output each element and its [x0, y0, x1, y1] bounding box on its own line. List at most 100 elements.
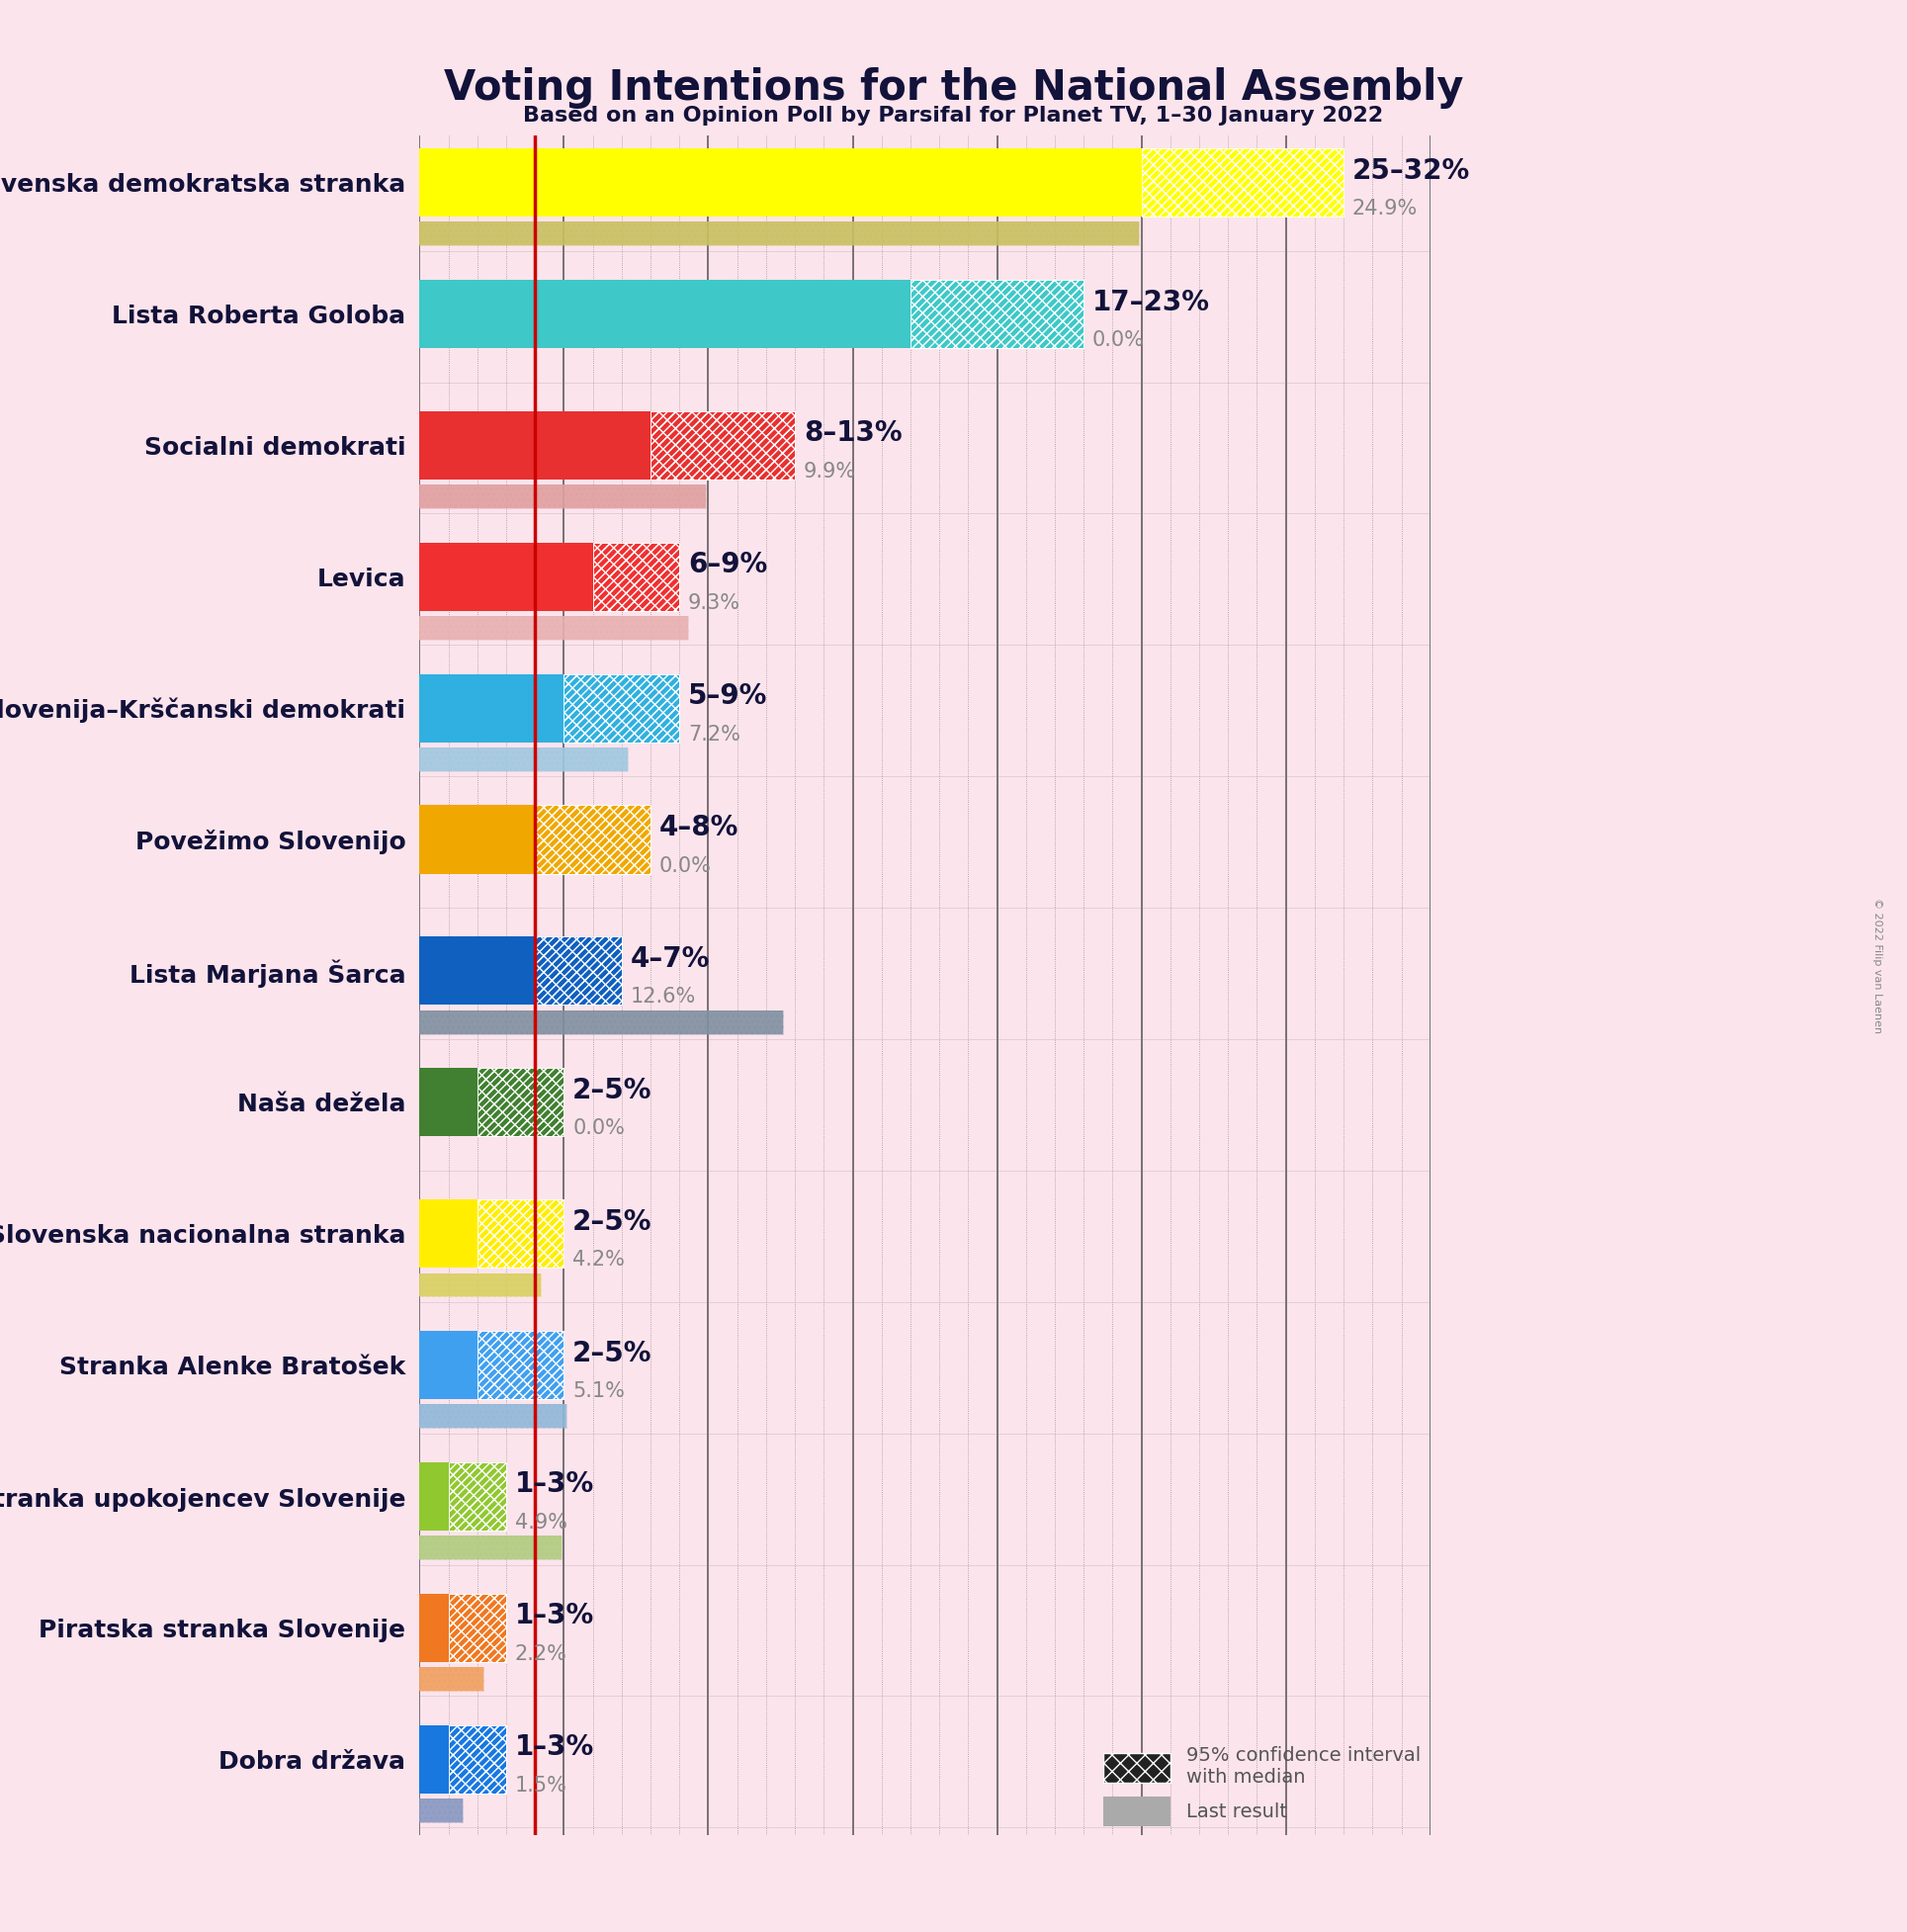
Bar — [420, 748, 627, 771]
Text: 1–3%: 1–3% — [515, 1602, 595, 1631]
Bar — [420, 674, 564, 742]
Text: 1–3%: 1–3% — [515, 1470, 595, 1499]
Bar — [420, 1667, 482, 1690]
Bar — [420, 222, 1138, 245]
Bar — [650, 412, 795, 479]
Text: 24.9%: 24.9% — [1352, 199, 1417, 218]
Text: 9.3%: 9.3% — [688, 593, 740, 612]
Bar — [1142, 149, 1344, 216]
Bar — [420, 1273, 542, 1296]
Text: 0.0%: 0.0% — [660, 856, 711, 875]
Bar — [477, 1331, 564, 1399]
Bar — [420, 806, 536, 873]
Text: 12.6%: 12.6% — [631, 987, 696, 1007]
Bar — [420, 1405, 566, 1428]
Bar — [420, 222, 1138, 245]
Bar — [420, 937, 536, 1005]
Text: 25–32%: 25–32% — [1352, 156, 1470, 185]
Bar — [448, 1594, 505, 1662]
Bar — [420, 1667, 482, 1690]
Bar — [420, 1536, 561, 1559]
Bar — [536, 937, 622, 1005]
Text: 5–9%: 5–9% — [688, 682, 767, 711]
Bar — [420, 1068, 477, 1136]
Bar — [536, 937, 622, 1005]
Bar — [910, 280, 1083, 348]
Bar — [650, 412, 795, 479]
Text: 4–8%: 4–8% — [660, 813, 738, 842]
Text: 9.9%: 9.9% — [803, 462, 856, 481]
Bar — [420, 412, 650, 479]
Text: 1.5%: 1.5% — [515, 1776, 566, 1795]
Bar — [448, 1463, 505, 1530]
Text: 2–5%: 2–5% — [572, 1076, 652, 1105]
Text: 2.2%: 2.2% — [515, 1644, 566, 1663]
Text: 7.2%: 7.2% — [688, 724, 740, 744]
Bar — [420, 616, 688, 639]
Bar — [1142, 149, 1344, 216]
Bar — [420, 748, 627, 771]
Bar — [477, 1068, 564, 1136]
Bar — [448, 1725, 505, 1793]
Bar — [420, 1273, 542, 1296]
Bar — [420, 1799, 463, 1822]
Bar — [477, 1200, 564, 1267]
Bar — [420, 543, 593, 611]
Bar — [536, 806, 650, 873]
Text: 0.0%: 0.0% — [572, 1119, 625, 1138]
Text: 17–23%: 17–23% — [1093, 288, 1211, 317]
Bar — [420, 1405, 566, 1428]
Bar — [477, 1200, 564, 1267]
Bar — [420, 1463, 448, 1530]
Bar — [420, 1725, 448, 1793]
Text: 5.1%: 5.1% — [572, 1381, 625, 1401]
Bar — [420, 485, 706, 508]
Bar — [420, 1010, 784, 1034]
Bar — [420, 149, 1142, 216]
Bar — [650, 412, 795, 479]
Text: 4.9%: 4.9% — [515, 1513, 566, 1532]
Bar — [477, 1331, 564, 1399]
Bar — [420, 1799, 463, 1822]
Bar — [448, 1725, 505, 1793]
Text: 4.2%: 4.2% — [572, 1250, 625, 1269]
Bar — [420, 616, 688, 639]
Bar — [910, 280, 1083, 348]
Text: 4–7%: 4–7% — [631, 945, 709, 974]
Bar — [477, 1068, 564, 1136]
Text: 6–9%: 6–9% — [688, 551, 767, 580]
Bar — [910, 280, 1083, 348]
Bar — [536, 937, 622, 1005]
Bar — [420, 280, 910, 348]
Bar — [448, 1463, 505, 1530]
Bar — [448, 1725, 505, 1793]
Bar — [448, 1463, 505, 1530]
Bar — [420, 1200, 477, 1267]
Bar — [564, 674, 679, 742]
Bar — [420, 1536, 561, 1559]
Text: Voting Intentions for the National Assembly: Voting Intentions for the National Assem… — [444, 68, 1463, 108]
Text: 0.0%: 0.0% — [1093, 330, 1144, 350]
Bar — [536, 806, 650, 873]
Text: 1–3%: 1–3% — [515, 1733, 595, 1762]
Bar — [477, 1200, 564, 1267]
Bar — [593, 543, 679, 611]
Text: 2–5%: 2–5% — [572, 1339, 652, 1368]
Legend: 95% confidence interval
with median, Last result: 95% confidence interval with median, Las… — [1104, 1747, 1421, 1826]
Bar — [593, 543, 679, 611]
Bar — [448, 1594, 505, 1662]
Text: 8–13%: 8–13% — [803, 419, 902, 448]
Bar — [593, 543, 679, 611]
Bar — [420, 485, 706, 508]
Bar — [564, 674, 679, 742]
Text: Based on an Opinion Poll by Parsifal for Planet TV, 1–30 January 2022: Based on an Opinion Poll by Parsifal for… — [523, 106, 1384, 126]
Bar — [536, 806, 650, 873]
Bar — [477, 1331, 564, 1399]
Bar — [1142, 149, 1344, 216]
Bar — [420, 1010, 784, 1034]
Text: © 2022 Filip van Laenen: © 2022 Filip van Laenen — [1873, 898, 1882, 1034]
Bar — [420, 1331, 477, 1399]
Bar — [448, 1594, 505, 1662]
Bar — [420, 1594, 448, 1662]
Text: 2–5%: 2–5% — [572, 1208, 652, 1236]
